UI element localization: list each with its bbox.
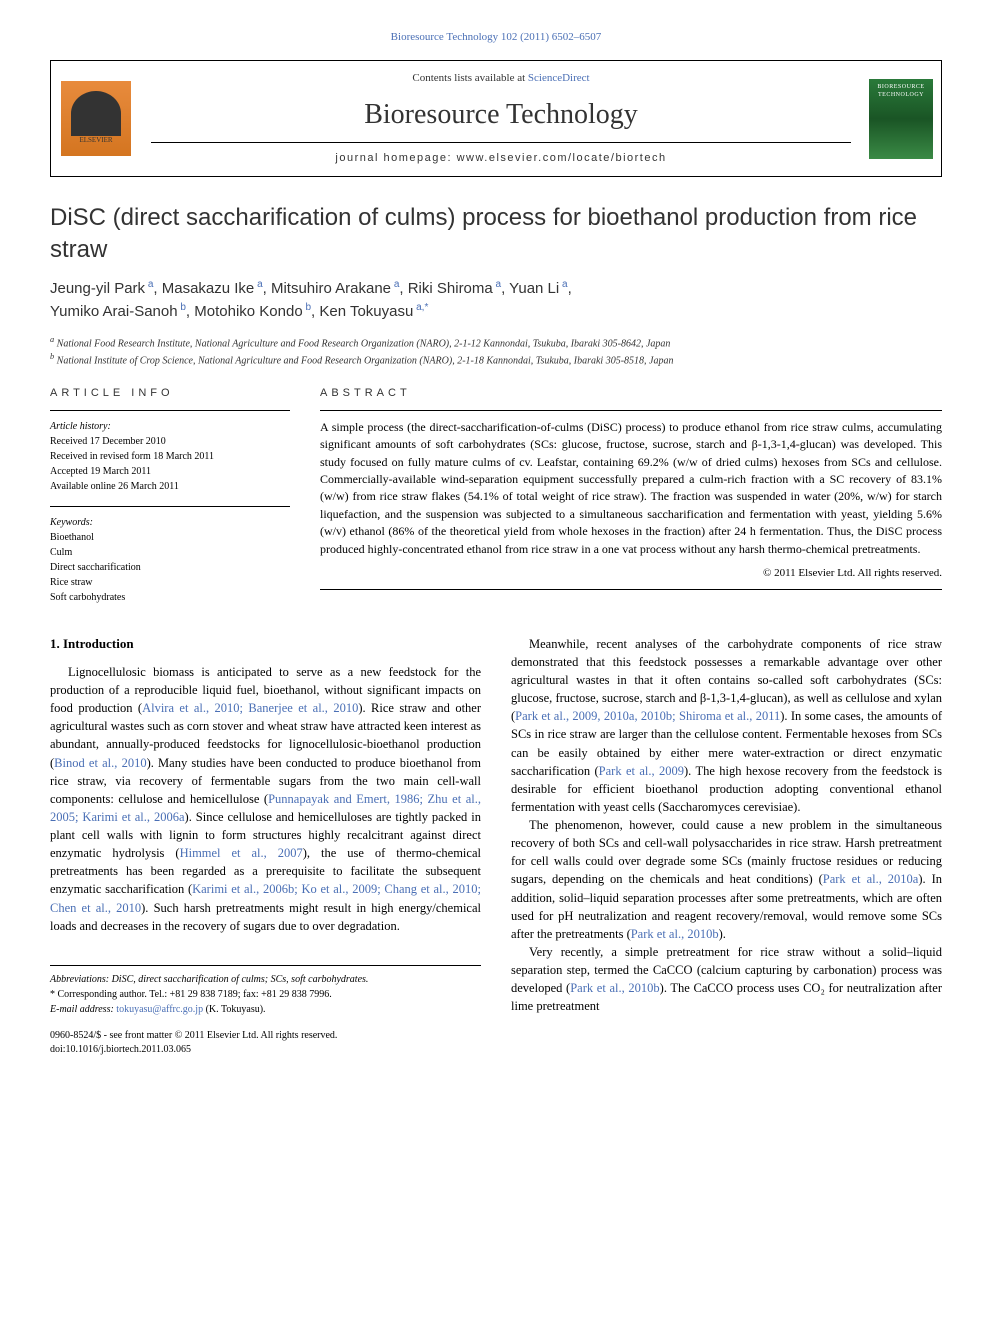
citation-link[interactable]: Alvira et al., 2010; Banerjee et al., 20…	[142, 701, 358, 715]
affiliations: a National Food Research Institute, Nati…	[50, 334, 942, 369]
journal-name: Bioresource Technology	[364, 95, 638, 134]
abstract-label: ABSTRACT	[320, 386, 942, 401]
history-item: Available online 26 March 2011	[50, 479, 290, 494]
elsevier-logo-cell: ELSEVIER	[51, 61, 141, 176]
citation-link[interactable]: Himmel et al., 2007	[180, 846, 303, 860]
author[interactable]: Yumiko Arai-Sanoh b	[50, 303, 186, 320]
front-matter-line: 0960-8524/$ - see front matter © 2011 El…	[50, 1029, 481, 1043]
left-column: 1. Introduction Lignocellulosic biomass …	[50, 635, 481, 1057]
author[interactable]: Yuan Li a	[509, 280, 567, 297]
doi-line[interactable]: doi:10.1016/j.biortech.2011.03.065	[50, 1043, 481, 1057]
affiliation: a National Food Research Institute, Nati…	[50, 334, 942, 351]
bottom-bar: 0960-8524/$ - see front matter © 2011 El…	[50, 1029, 481, 1057]
email-line: E-mail address: tokuyasu@affrc.go.jp (K.…	[50, 1002, 481, 1017]
abbreviations: Abbreviations: DiSC, direct saccharifica…	[50, 972, 481, 987]
info-abstract-row: ARTICLE INFO Article history: Received 1…	[50, 386, 942, 604]
keyword: Direct saccharification	[50, 560, 290, 575]
cover-title: BIORESOURCE TECHNOLOGY	[873, 83, 929, 100]
intro-heading: 1. Introduction	[50, 635, 481, 653]
citation-link[interactable]: Park et al., 2010b	[631, 927, 719, 941]
body-paragraph: Very recently, a simple pretreatment for…	[511, 943, 942, 1016]
footnotes: Abbreviations: DiSC, direct saccharifica…	[50, 965, 481, 1017]
journal-header: ELSEVIER Contents lists available at Sci…	[50, 60, 942, 177]
citation-link[interactable]: Park et al., 2009	[599, 764, 684, 778]
keywords-label: Keywords:	[50, 515, 290, 530]
body-paragraph: Meanwhile, recent analyses of the carboh…	[511, 635, 942, 816]
authors: Jeung-yil Park a, Masakazu Ike a, Mitsuh…	[50, 277, 942, 324]
body-paragraph: Lignocellulosic biomass is anticipated t…	[50, 663, 481, 935]
author[interactable]: Masakazu Ike a	[162, 280, 263, 297]
journal-homepage[interactable]: journal homepage: www.elsevier.com/locat…	[151, 142, 851, 166]
history-item: Accepted 19 March 2011	[50, 464, 290, 479]
history-label: Article history:	[50, 419, 290, 434]
contents-prefix: Contents lists available at	[412, 72, 527, 84]
keyword: Culm	[50, 545, 290, 560]
citation-link[interactable]: Park et al., 2010a	[823, 872, 919, 886]
body-columns: 1. Introduction Lignocellulosic biomass …	[50, 635, 942, 1057]
author[interactable]: Jeung-yil Park a	[50, 280, 153, 297]
citation-link[interactable]: Park et al., 2009, 2010a, 2010b; Shiroma…	[515, 709, 780, 723]
keyword: Bioethanol	[50, 530, 290, 545]
header-center: Contents lists available at ScienceDirec…	[141, 61, 861, 176]
affiliation: b National Institute of Crop Science, Na…	[50, 351, 942, 368]
elsevier-tree-icon	[71, 91, 121, 136]
history-item: Received in revised form 18 March 2011	[50, 449, 290, 464]
abstract-column: ABSTRACT A simple process (the direct-sa…	[320, 386, 942, 604]
elsevier-logo: ELSEVIER	[61, 81, 131, 156]
history-item: Received 17 December 2010	[50, 434, 290, 449]
author[interactable]: Riki Shiroma a	[408, 280, 501, 297]
abstract-text: A simple process (the direct-saccharific…	[320, 419, 942, 558]
elsevier-label: ELSEVIER	[79, 136, 112, 146]
keyword: Soft carbohydrates	[50, 590, 290, 605]
right-column: Meanwhile, recent analyses of the carboh…	[511, 635, 942, 1057]
contents-line: Contents lists available at ScienceDirec…	[412, 71, 589, 86]
article-info-label: ARTICLE INFO	[50, 386, 290, 401]
article-title: DiSC (direct saccharification of culms) …	[50, 202, 942, 264]
cover-cell: BIORESOURCE TECHNOLOGY	[861, 61, 941, 176]
author[interactable]: Ken Tokuyasu a,*	[319, 303, 428, 320]
author[interactable]: Mitsuhiro Arakane a	[271, 280, 399, 297]
article-history: Article history: Received 17 December 20…	[50, 419, 290, 494]
article-info-column: ARTICLE INFO Article history: Received 1…	[50, 386, 290, 604]
body-paragraph: The phenomenon, however, could cause a n…	[511, 816, 942, 943]
citation-link[interactable]: Park et al., 2010b	[570, 981, 659, 995]
keyword: Rice straw	[50, 575, 290, 590]
author[interactable]: Motohiko Kondo b	[194, 303, 311, 320]
abstract-copyright: © 2011 Elsevier Ltd. All rights reserved…	[320, 566, 942, 581]
journal-citation-link[interactable]: Bioresource Technology 102 (2011) 6502–6…	[50, 30, 942, 45]
keywords: Keywords: Bioethanol Culm Direct sacchar…	[50, 515, 290, 605]
sciencedirect-link[interactable]: ScienceDirect	[528, 72, 590, 84]
citation-link[interactable]: Binod et al., 2010	[54, 756, 146, 770]
corresponding-author: * Corresponding author. Tel.: +81 29 838…	[50, 987, 481, 1002]
journal-cover-image: BIORESOURCE TECHNOLOGY	[869, 79, 933, 159]
email-link[interactable]: tokuyasu@affrc.go.jp	[116, 1004, 203, 1015]
